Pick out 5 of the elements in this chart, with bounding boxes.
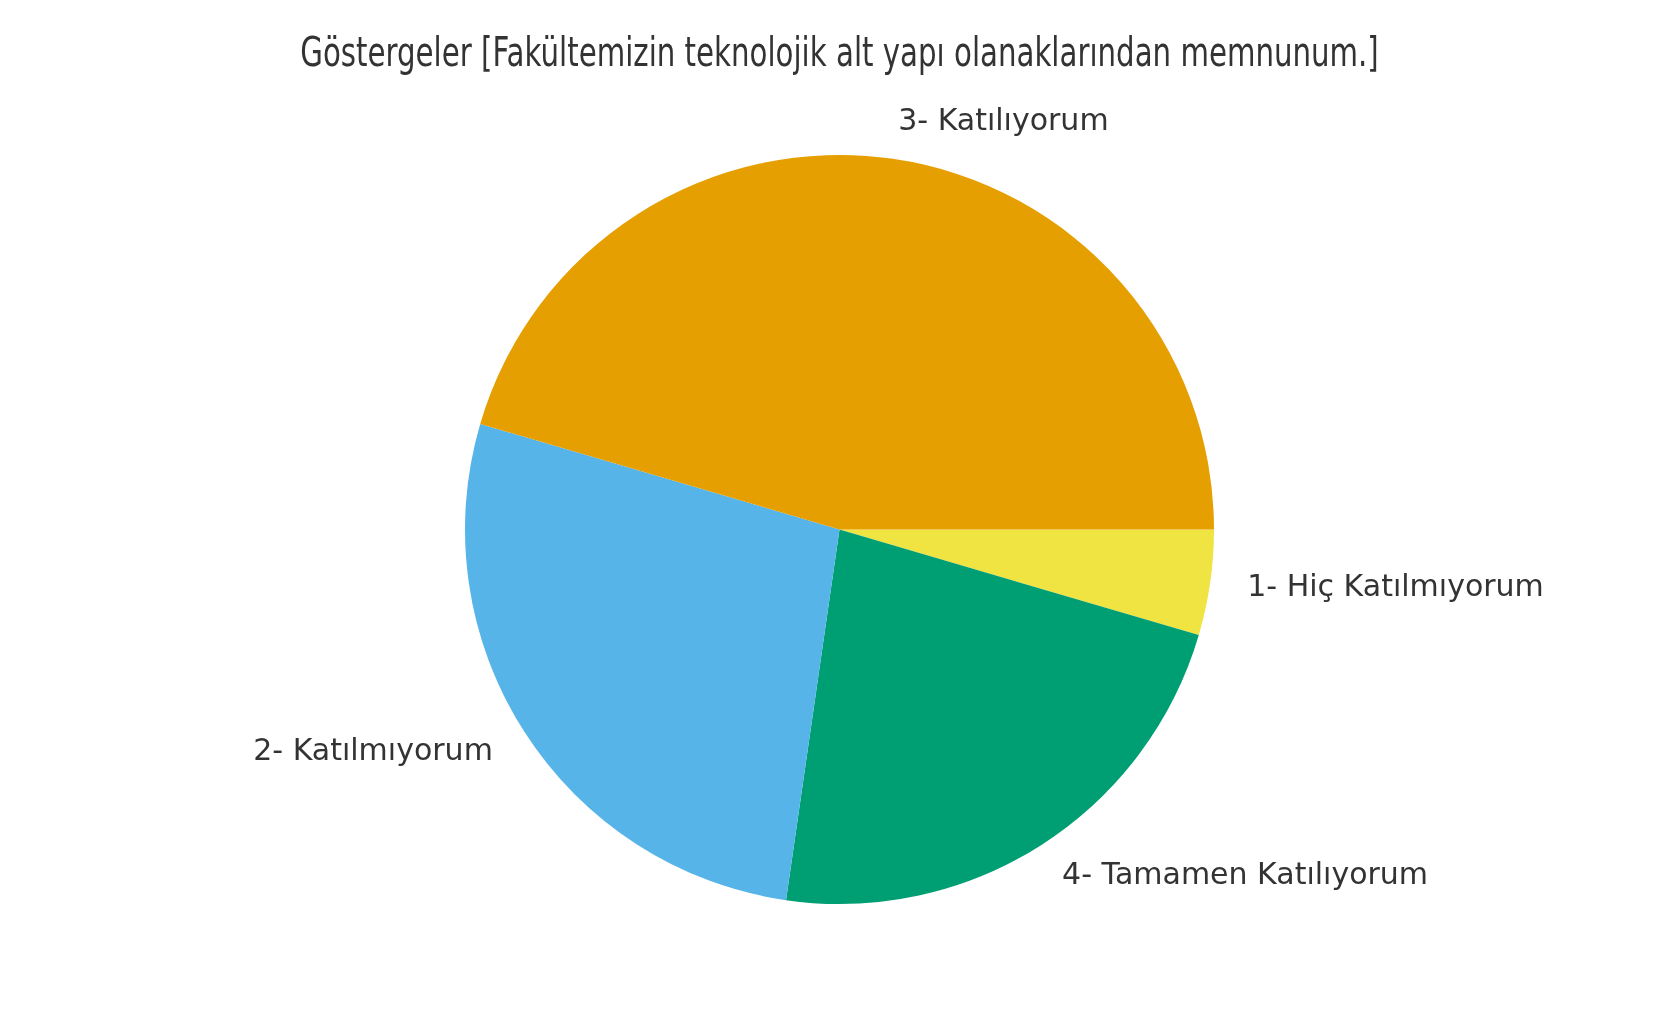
slice-label: 1- Hiç Katılmıyorum bbox=[1247, 567, 1544, 603]
slice-label: 4- Tamamen Katılıyorum bbox=[1062, 855, 1429, 891]
slice-label: 3- Katılıyorum bbox=[898, 101, 1109, 137]
chart-title: Göstergeler [Fakültemizin teknolojik alt yapı olanaklarından memnunum.] bbox=[300, 28, 1379, 76]
slice-label: 2- Katılmıyorum bbox=[253, 731, 493, 767]
